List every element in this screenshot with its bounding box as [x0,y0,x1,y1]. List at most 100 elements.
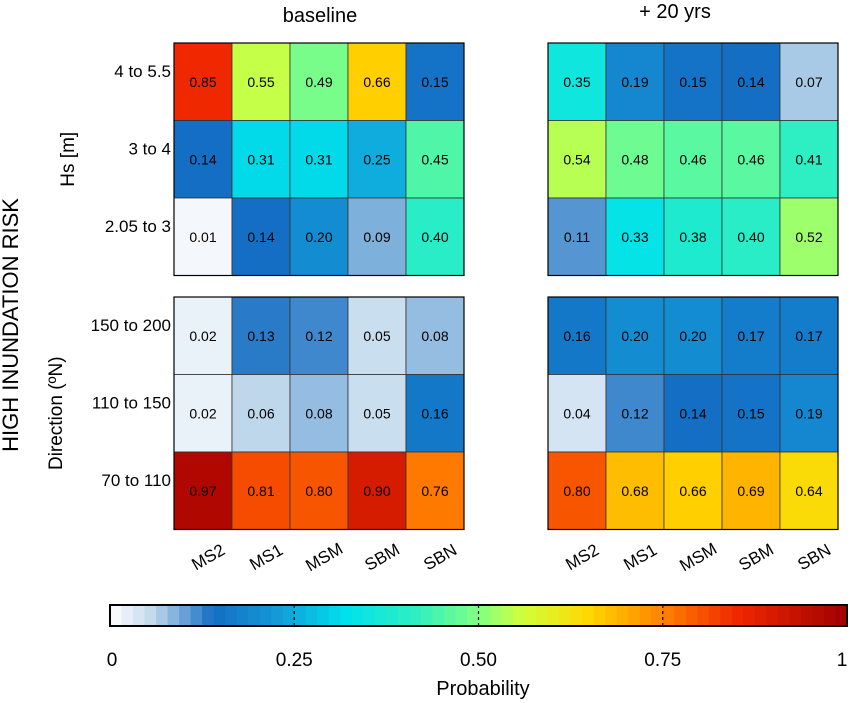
cell-plus20-g0-2-05-to-3-ms2 [547,197,607,276]
cell-baseline-g0-3-to-4-sbn [405,120,465,199]
row-label-70-to-110: 70 to 110 [101,471,171,490]
colorbar-segment [317,605,330,626]
cell-baseline-g0-4-to-5-5-sbn [405,42,465,121]
colorbar-segment [501,605,514,626]
row-label-3-to-4: 3 to 4 [128,139,171,158]
value-label: 0.05 [363,405,390,421]
colorbar-segment [789,605,802,626]
colorbar-segment [167,605,180,626]
colorbar-segment [628,605,641,626]
panel-frame [547,42,839,277]
cell-plus20-g0-3-to-4-msm [663,120,723,199]
value-label: 0.02 [189,405,216,421]
row-label-150-to-200: 150 to 200 [91,316,171,335]
value-label: 0.46 [679,151,706,167]
colorbar-segment [697,605,710,626]
colorbar-segment [605,605,618,626]
value-label: 0.81 [247,483,274,499]
colorbar-segment [248,605,261,626]
cell-plus20-g1-110-to-150-ms2 [547,374,607,453]
panel-frame [547,296,839,531]
cell-baseline-g1-110-to-150-sbn [405,374,465,453]
cell-baseline-g0-4-to-5-5-sbm [347,42,407,121]
colorbar-segment [582,605,595,626]
cell-plus20-g1-150-to-200-sbm [721,296,781,375]
colorbar-tick-label: 1 [837,650,848,671]
colorbar-segment [213,605,226,626]
cell-plus20-g1-70-to-110-sbn [779,451,839,530]
colorbar-segment [536,605,549,626]
value-label: 0.19 [795,405,822,421]
value-label: 0.48 [621,151,648,167]
panel-title-baseline: baseline [283,5,358,27]
colorbar-segment [363,605,376,626]
cell-plus20-g0-2-05-to-3-sbn [779,197,839,276]
value-label: 0.49 [305,74,332,90]
colorbar-segment [294,605,307,626]
colorbar-segment [731,605,744,626]
value-label: 0.14 [189,151,216,167]
colorbar-segment [662,605,675,626]
colorbar-segment [766,605,779,626]
colorbar-segment [271,605,284,626]
value-label: 0.80 [563,483,590,499]
value-label: 0.31 [305,151,332,167]
cell-plus20-g1-110-to-150-msm [663,374,723,453]
colorbar-segment [685,605,698,626]
colorbar-segment [524,605,537,626]
value-label: 0.55 [247,74,274,90]
value-label: 0.46 [737,151,764,167]
value-label: 0.17 [737,328,764,344]
colorbar-segment [720,605,733,626]
colorbar-segment [121,605,134,626]
colorbar-segment [351,605,364,626]
value-label: 0.69 [737,483,764,499]
value-label: 0.14 [247,229,274,245]
cell-plus20-g1-70-to-110-ms1 [605,451,665,530]
cell-baseline-g0-3-to-4-ms2 [173,120,233,199]
value-label: 0.01 [189,229,216,245]
column-label-plus20-ms1: MS1 [620,540,660,574]
cell-plus20-g1-70-to-110-msm [663,451,723,530]
y-axis-label-direction: Direction (ºN) [46,356,67,470]
value-label: 0.08 [421,328,448,344]
value-label: 0.15 [737,405,764,421]
value-label: 0.14 [679,405,706,421]
value-label: 0.90 [363,483,390,499]
value-label: 0.06 [247,405,274,421]
colorbar-segment [490,605,503,626]
colorbar-segment [777,605,791,626]
cell-baseline-g0-4-to-5-5-ms1 [231,42,291,121]
value-label: 0.07 [795,74,822,90]
colorbar-segment [708,605,721,626]
cell-baseline-g1-70-to-110-msm [289,451,349,530]
value-label: 0.35 [563,74,590,90]
cell-baseline-g1-70-to-110-sbm [347,451,407,530]
value-label: 0.16 [421,405,448,421]
colorbar-segment [432,605,445,626]
cell-baseline-g1-150-to-200-ms2 [173,296,233,375]
colorbar-segment [386,605,399,626]
colorbar-segment [559,605,572,626]
colorbar-label: Probability [436,678,529,700]
colorbar-segment [374,605,387,626]
value-label: 0.40 [421,229,448,245]
colorbar-segment [513,605,526,626]
value-label: 0.08 [305,405,332,421]
value-label: 0.15 [421,74,448,90]
colorbar-segment [179,605,192,626]
colorbar-segment [593,605,606,626]
value-label: 0.14 [737,74,764,90]
cell-baseline-g1-150-to-200-msm [289,296,349,375]
colorbar-segment [110,605,123,626]
colorbar-segment [305,605,318,626]
value-label: 0.66 [679,483,706,499]
cell-baseline-g0-2-05-to-3-ms1 [231,197,291,276]
cell-plus20-g1-150-to-200-msm [663,296,723,375]
colorbar-segment [190,605,203,626]
colorbar-segment [639,605,652,626]
cell-baseline-g0-2-05-to-3-msm [289,197,349,276]
value-label: 0.12 [621,405,648,421]
colorbar-segment [674,605,687,626]
